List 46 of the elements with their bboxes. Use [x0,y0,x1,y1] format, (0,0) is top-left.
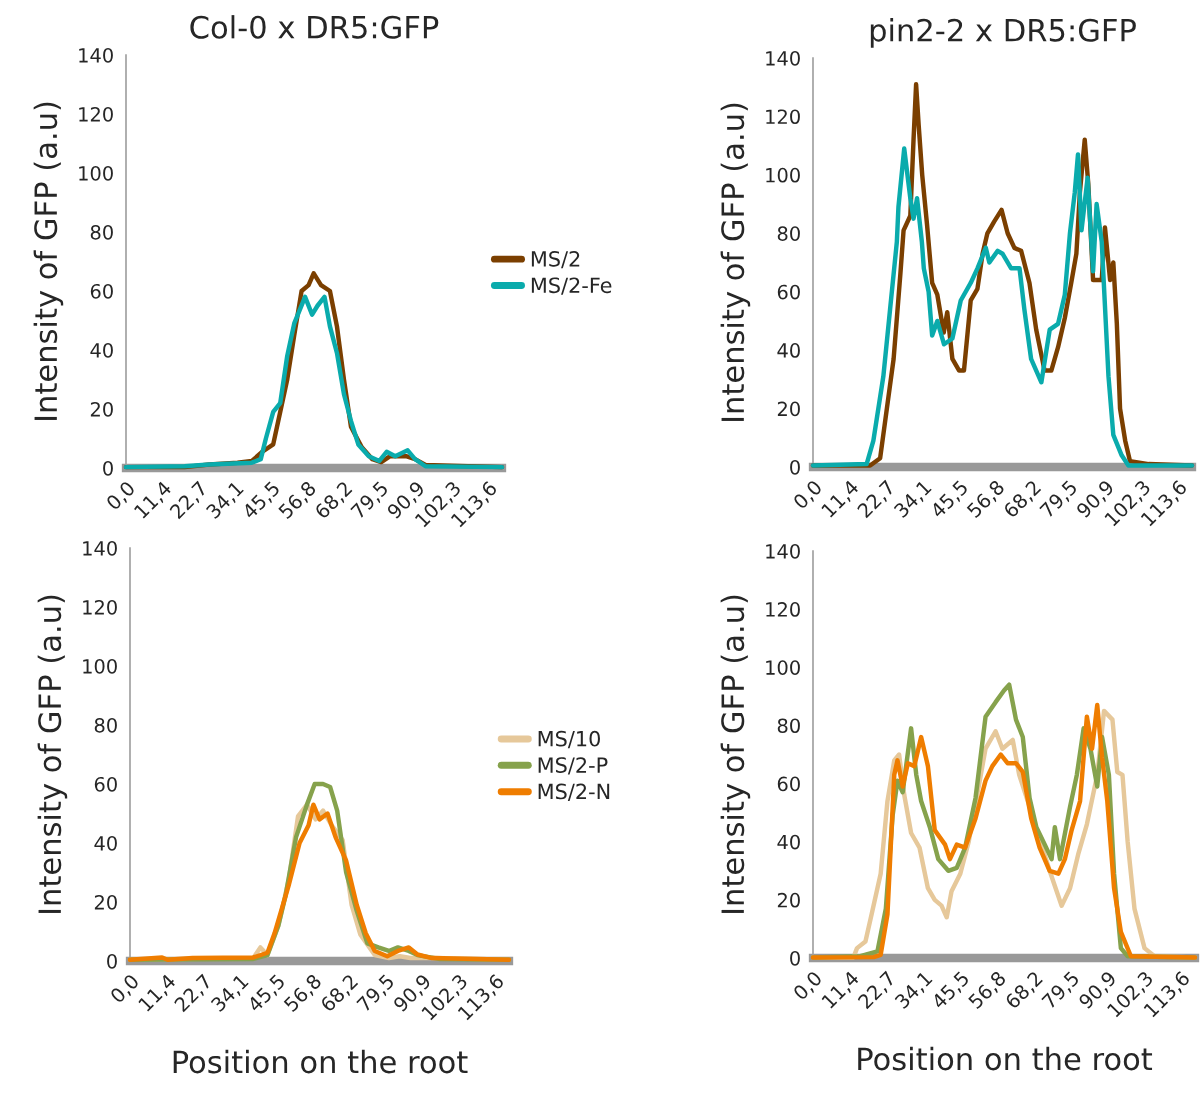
x-axis-title: Position on the root [858,1046,1153,1071]
legend-label: MS/2 [531,250,580,269]
y-tick-label: 140 [79,47,113,63]
y-tick-label: 60 [777,284,800,300]
y-tick-label: 40 [94,835,117,851]
y-tick-label: 80 [94,717,117,733]
y-tick-label: 80 [777,226,800,241]
y-tick-label: 100 [766,660,800,675]
y-axis-title: Intensity of GFP (a.u) [720,103,751,421]
y-tick-label: 100 [79,165,113,181]
y-tick-label: 0 [107,953,117,969]
chart-title: Col-0 x DR5:GFP [190,15,439,39]
y-tick-label: 0 [103,460,113,476]
y-tick-label: 20 [777,892,800,908]
y-tick-label: 20 [94,894,117,910]
y-tick-label: 60 [94,776,117,792]
y-tick-label: 100 [766,167,800,183]
y-tick-label: 40 [777,834,800,850]
y-tick-label: 120 [79,106,113,122]
y-tick-label: 100 [83,658,117,674]
y-tick-label: 40 [777,343,800,358]
y-tick-label: 20 [777,401,800,417]
y-tick-label: 140 [766,543,800,559]
y-tick-label: 120 [766,602,800,617]
y-tick-label: 80 [90,224,113,240]
y-tick-label: 0 [790,459,800,475]
y-tick-label: 140 [766,50,800,66]
legend-label: MS/2-N [538,783,610,801]
y-axis-title: Intensity of GFP (a.u) [33,102,64,420]
y-tick-label: 60 [90,283,113,299]
y-tick-label: 120 [766,109,800,125]
y-tick-label: 80 [777,718,800,734]
y-tick-label: 140 [83,540,117,556]
legend-label: MS/2-P [538,757,608,775]
y-tick-label: 120 [83,599,117,615]
chart-title: pin2-2 x DR5:GFP [870,18,1136,48]
line-series [810,146,1195,468]
y-tick-label: 40 [90,342,113,358]
y-tick-label: 20 [90,401,113,417]
y-tick-label: 0 [790,950,800,966]
y-axis-title: Intensity of GFP (a.u) [720,595,751,913]
legend-label: MS/2-Fe [531,277,612,295]
x-axis-title: Position on the root [173,1049,468,1074]
y-tick-label: 60 [777,776,800,792]
y-axis-title: Intensity of GFP (a.u) [37,595,68,913]
legend-label: MS/10 [538,730,600,749]
